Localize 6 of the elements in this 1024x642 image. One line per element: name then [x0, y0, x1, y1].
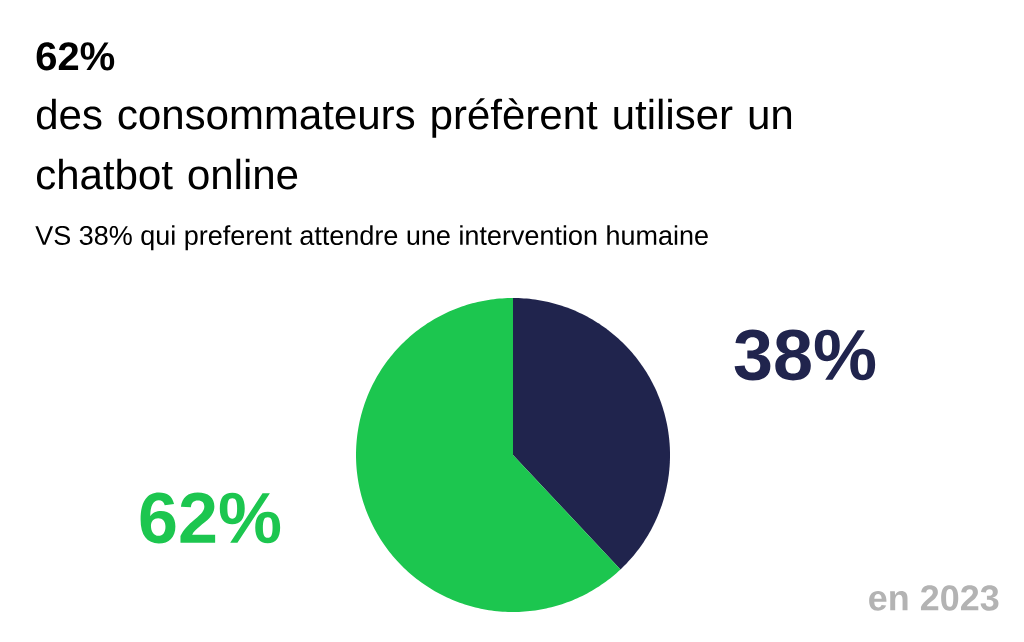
- data-label: 38%: [734, 329, 876, 381]
- data-label: 62%: [140, 492, 281, 544]
- chart-subtitle: des consommateurs préfèrent utiliser un chatbot online: [36, 98, 792, 190]
- text: VS 38% qui preferent attendre une intervention humaine: [35, 225, 708, 251]
- text: en 2023: [869, 585, 999, 611]
- chart-title: 62%: [36, 42, 115, 71]
